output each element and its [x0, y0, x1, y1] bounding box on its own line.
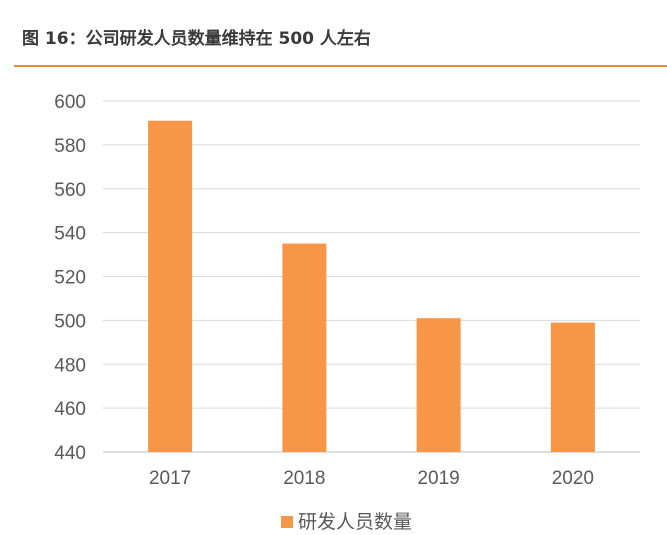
y-tick-label: 580	[54, 136, 86, 157]
y-tick-label: 540	[54, 224, 86, 245]
title-underline	[14, 65, 667, 67]
x-tick-label: 2018	[283, 468, 325, 489]
y-tick-label: 560	[54, 180, 86, 201]
x-tick-label: 2017	[149, 468, 191, 489]
x-tick-label: 2019	[417, 468, 459, 489]
bar-2017	[148, 120, 193, 453]
legend: 研发人员数量	[281, 511, 412, 533]
y-tick-label: 500	[54, 311, 86, 332]
y-tick-label: 520	[54, 268, 86, 289]
x-tick-label: 2020	[552, 468, 594, 489]
bar-2020	[550, 322, 595, 452]
y-axis-ticks: 440 460 480 500 520 540 560 580 600	[54, 92, 86, 464]
y-tick-label: 480	[54, 355, 86, 376]
bar-2018	[282, 243, 327, 452]
bar-2019	[416, 318, 461, 452]
legend-label: 研发人员数量	[298, 511, 412, 533]
bars	[148, 120, 595, 453]
legend-swatch	[281, 516, 293, 528]
gridlines	[103, 100, 640, 453]
figure-title: 图 16：公司研发人员数量维持在 500 人左右	[22, 29, 371, 49]
y-tick-label: 600	[54, 92, 86, 113]
y-tick-label: 460	[54, 399, 86, 420]
y-tick-label: 440	[54, 443, 86, 464]
x-axis-ticks: 2017 2018 2019 2020	[149, 468, 594, 489]
